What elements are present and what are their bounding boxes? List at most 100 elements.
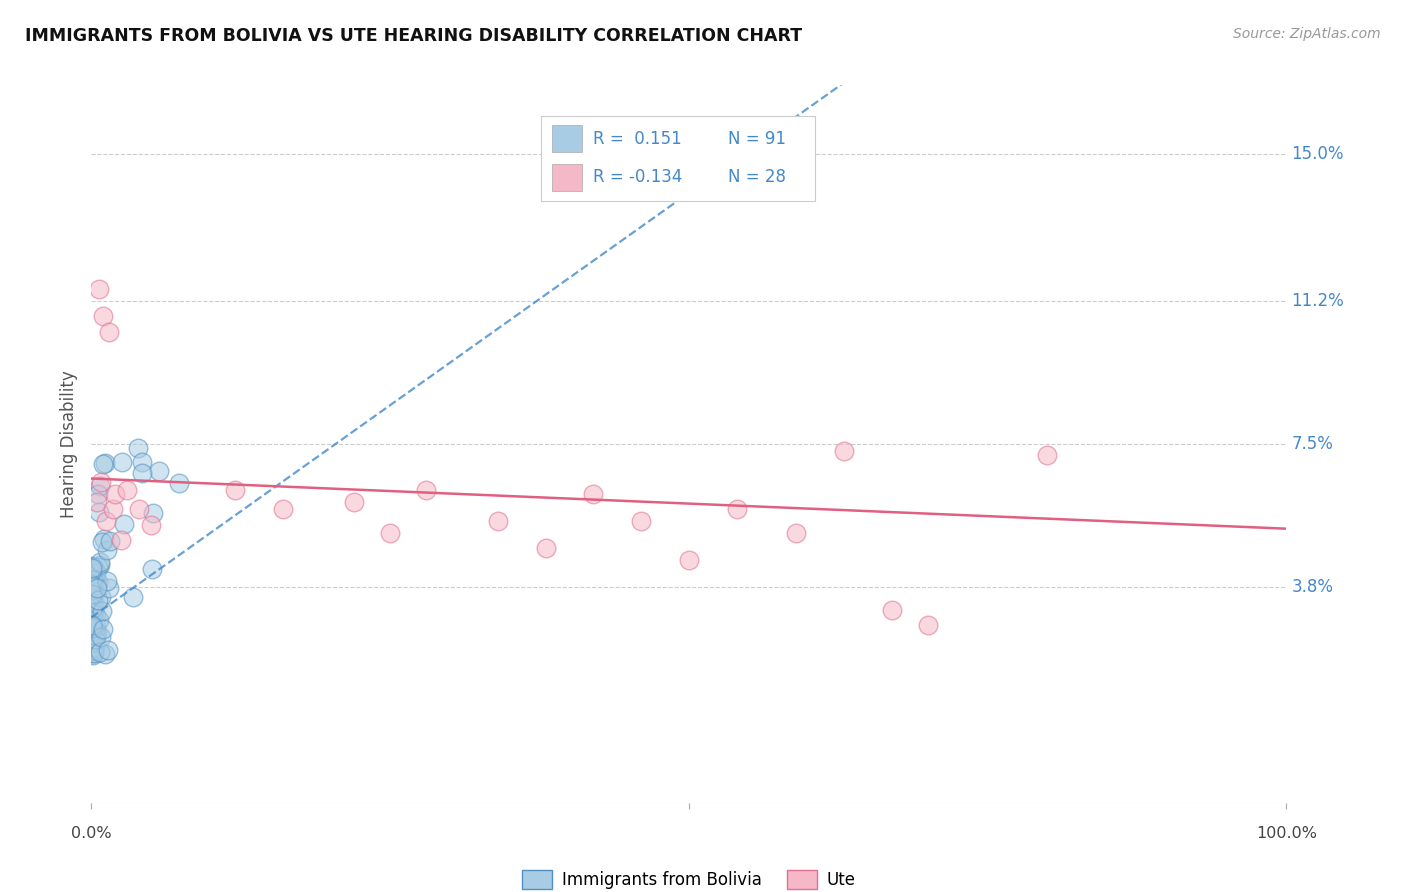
Point xyxy=(91,604,114,618)
Point xyxy=(80,566,103,580)
Point xyxy=(93,310,114,324)
Point xyxy=(90,630,112,644)
Point xyxy=(82,603,104,617)
Text: 7.5%: 7.5% xyxy=(1291,434,1333,453)
Point xyxy=(785,525,807,540)
Point xyxy=(110,533,132,548)
Text: Source: ZipAtlas.com: Source: ZipAtlas.com xyxy=(1233,27,1381,41)
Point xyxy=(80,578,103,592)
Point xyxy=(96,543,118,558)
Point xyxy=(91,457,114,471)
Point xyxy=(82,643,104,657)
Point xyxy=(94,647,117,661)
Point xyxy=(80,594,103,608)
Point xyxy=(84,629,107,643)
Point xyxy=(91,535,114,549)
Point xyxy=(86,581,108,595)
Point xyxy=(111,454,134,468)
Point xyxy=(80,587,103,601)
Point xyxy=(83,606,105,620)
Point xyxy=(112,517,135,532)
Point xyxy=(91,622,114,636)
Point xyxy=(80,559,103,574)
Text: R =  0.151: R = 0.151 xyxy=(593,130,682,148)
Text: 0.0%: 0.0% xyxy=(72,826,111,841)
Point xyxy=(82,648,104,662)
Point xyxy=(83,595,105,609)
Point xyxy=(87,574,110,589)
Point xyxy=(89,558,111,572)
Point xyxy=(83,646,105,660)
Point xyxy=(82,647,104,661)
Point xyxy=(87,282,110,296)
Point xyxy=(84,619,107,633)
Text: N = 91: N = 91 xyxy=(728,130,786,148)
Point xyxy=(80,626,103,640)
Point xyxy=(82,617,104,632)
Point xyxy=(534,541,557,555)
Point xyxy=(83,561,105,575)
Point xyxy=(271,502,294,516)
Point xyxy=(96,574,118,588)
Point xyxy=(84,625,107,640)
Point xyxy=(82,591,104,606)
Text: 11.2%: 11.2% xyxy=(1291,292,1344,310)
Point xyxy=(82,633,104,648)
Point xyxy=(87,504,110,518)
Point xyxy=(832,444,855,458)
Point xyxy=(94,514,117,528)
Point xyxy=(131,454,153,468)
Text: R = -0.134: R = -0.134 xyxy=(593,168,683,186)
Point xyxy=(101,502,124,516)
Point xyxy=(86,560,108,574)
Point xyxy=(84,582,107,596)
Point xyxy=(82,621,104,635)
Point xyxy=(127,442,149,456)
Point xyxy=(486,514,509,528)
Point xyxy=(880,603,904,617)
Point xyxy=(97,643,120,657)
Point xyxy=(343,494,366,508)
Text: 15.0%: 15.0% xyxy=(1291,145,1344,163)
Point xyxy=(82,621,104,635)
Point xyxy=(80,591,103,605)
Point xyxy=(224,483,246,497)
Point xyxy=(80,615,103,629)
Point xyxy=(83,640,105,654)
Text: N = 28: N = 28 xyxy=(728,168,786,186)
Point xyxy=(84,641,107,656)
Point xyxy=(86,577,108,591)
Point xyxy=(1036,448,1059,462)
Point xyxy=(80,619,103,633)
Point xyxy=(82,578,104,592)
Point xyxy=(82,611,104,625)
Point xyxy=(86,566,108,580)
Point xyxy=(82,635,104,649)
Point xyxy=(87,593,110,607)
Point xyxy=(86,630,108,644)
Point xyxy=(378,525,402,540)
Point xyxy=(82,624,104,638)
Point xyxy=(90,475,112,490)
Point xyxy=(83,632,105,646)
Point xyxy=(630,514,652,528)
Point xyxy=(141,561,163,575)
Point xyxy=(82,563,104,577)
Point xyxy=(82,620,104,634)
Point xyxy=(167,476,190,491)
Point xyxy=(98,581,121,595)
Point xyxy=(80,594,103,608)
Point xyxy=(89,556,111,570)
Point xyxy=(89,645,111,659)
Point xyxy=(80,607,103,622)
Point xyxy=(917,618,939,632)
Point xyxy=(82,601,104,615)
Point xyxy=(121,591,143,605)
Point xyxy=(80,620,103,634)
Point xyxy=(128,502,150,516)
Point xyxy=(98,533,121,548)
Point xyxy=(87,487,110,501)
Bar xyxy=(553,164,582,192)
Bar xyxy=(553,125,582,153)
Point xyxy=(86,625,108,640)
